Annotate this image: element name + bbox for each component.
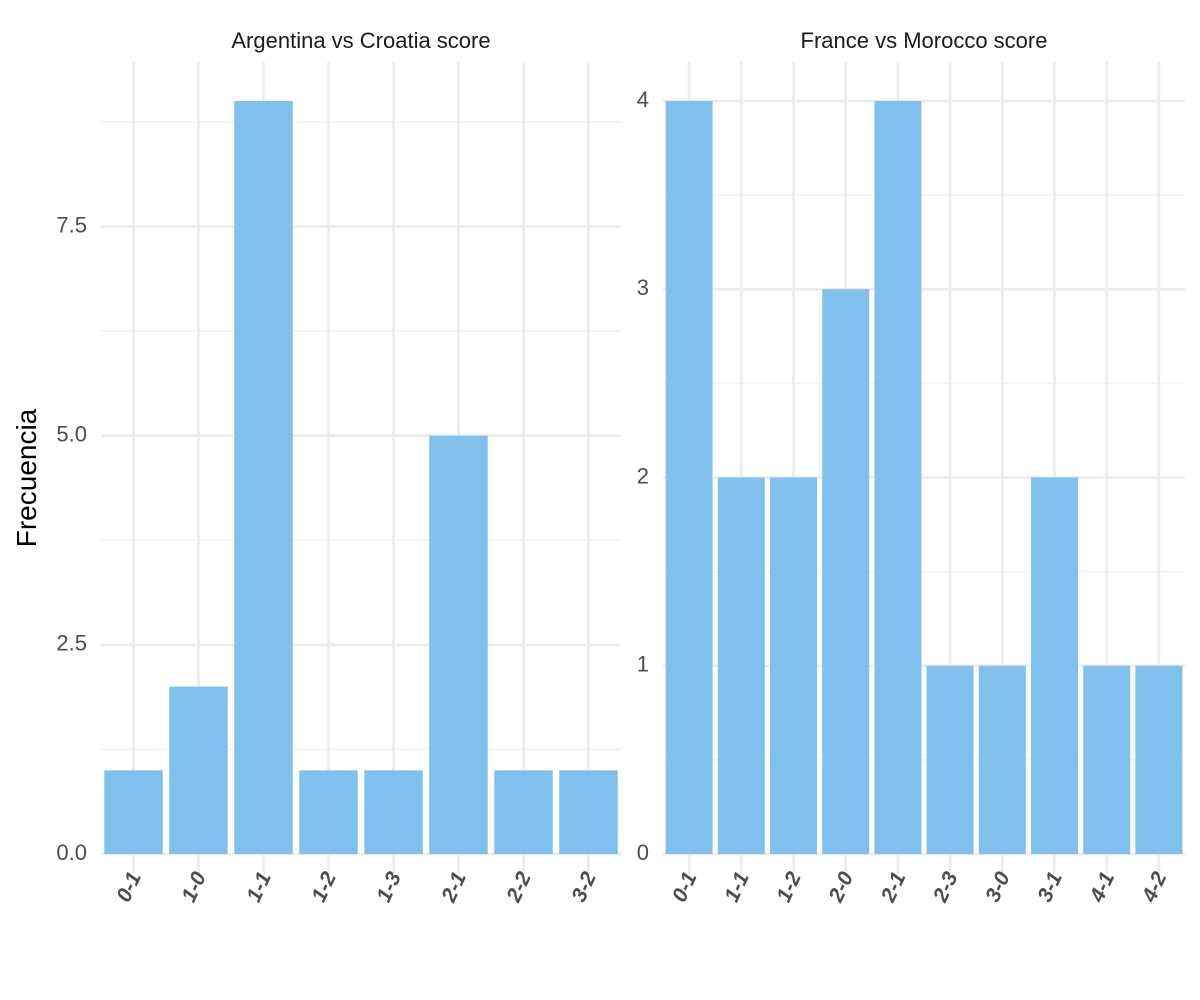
bar-1-1 xyxy=(234,101,293,854)
bar-2-0 xyxy=(822,289,870,854)
x-tick-label: 2-2 xyxy=(502,868,536,906)
y-axis-label: Frecuencia xyxy=(11,408,42,547)
bar-2-3 xyxy=(926,665,974,854)
x-tick-label: 4-2 xyxy=(1137,868,1171,906)
bar-2-2 xyxy=(494,770,553,854)
bar-1-0 xyxy=(169,686,228,854)
panel-title-france-morocco: France vs Morocco score xyxy=(801,28,1048,53)
bar-1-2 xyxy=(299,770,358,854)
x-tick-label: 3-0 xyxy=(981,868,1015,906)
bar-2-1 xyxy=(429,435,488,854)
bar-3-1 xyxy=(1031,477,1078,854)
y-tick-label: 2 xyxy=(637,463,649,488)
x-tick-label: 1-1 xyxy=(242,868,276,905)
x-tick-label: 0-1 xyxy=(668,868,702,905)
x-tick-label: 0-1 xyxy=(112,868,146,905)
panel-argentina-croatia: 0.0 2.5 5.0 7.5 0-1 1-0 1-1 1-2 1-3 2-1 2-2 3-2 Arge… xyxy=(56,28,621,907)
bar-1-2 xyxy=(770,477,817,854)
x-tick-label: 2-3 xyxy=(929,868,963,906)
x-tick-label: 1-0 xyxy=(177,868,211,906)
bar-0-1 xyxy=(665,101,713,854)
y-tick-label: 1 xyxy=(637,652,649,677)
x-tick-label: 1-3 xyxy=(372,868,406,906)
bar-0-1 xyxy=(104,770,163,854)
y-tick-label: 4 xyxy=(637,87,649,112)
x-tick-label: 2-1 xyxy=(876,868,910,906)
bar-2-1 xyxy=(874,101,922,854)
x-tick-label: 2-0 xyxy=(824,868,858,906)
x-tick-label: 2-1 xyxy=(437,868,471,906)
x-tick-label: 1-2 xyxy=(307,868,341,906)
y-tick-label: 5.0 xyxy=(56,421,87,446)
bar-3-2 xyxy=(559,770,618,854)
bar-4-2 xyxy=(1135,665,1183,854)
y-tick-label: 0 xyxy=(637,840,649,865)
x-tick-label: 4-1 xyxy=(1085,868,1119,906)
x-tick-label: 1-1 xyxy=(720,868,754,905)
y-tick-label: 0.0 xyxy=(56,840,87,865)
x-tick-label: 3-2 xyxy=(567,868,601,906)
y-tick-label: 3 xyxy=(637,275,649,300)
x-tick-label: 1-2 xyxy=(772,868,806,906)
y-tick-label: 2.5 xyxy=(56,631,87,656)
bar-4-1 xyxy=(1083,665,1131,854)
bar-1-1 xyxy=(717,477,765,854)
panel-france-morocco: 0 1 2 3 4 0-1 1-1 1-2 2-0 2-1 2-3 3-0 3-1 4-1 4-2 Franc… xyxy=(637,28,1185,907)
x-tick-label: 3-1 xyxy=(1033,868,1067,905)
bar-1-3 xyxy=(364,770,423,854)
panel-title-argentina-croatia: Argentina vs Croatia score xyxy=(231,28,490,53)
y-tick-label: 7.5 xyxy=(56,212,87,237)
bar-3-0 xyxy=(978,665,1026,854)
